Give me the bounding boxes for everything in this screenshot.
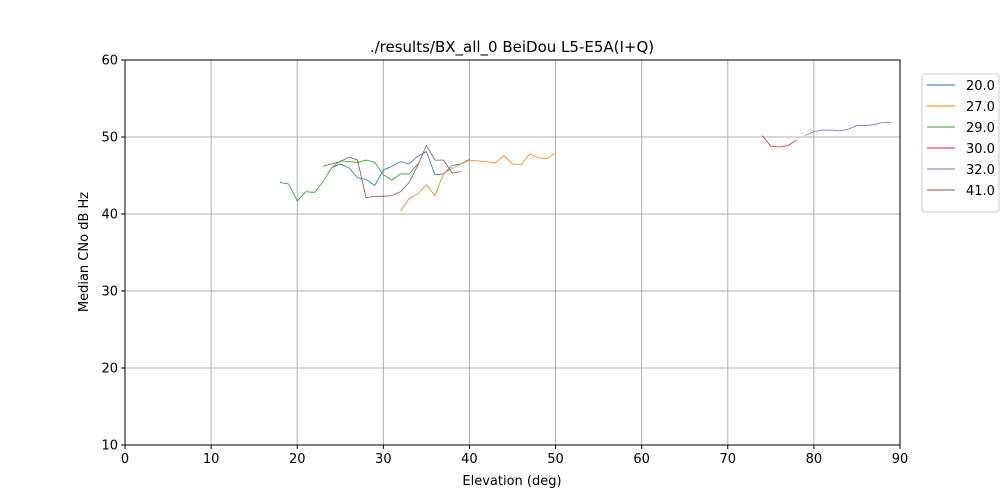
x-tick-label: 0 (121, 452, 129, 467)
y-tick-label: 50 (101, 131, 118, 146)
series-line-29.0 (279, 159, 419, 202)
chart-title: ./results/BX_all_0 BeiDou L5-E5A(I+Q) (370, 38, 654, 57)
y-tick-label: 20 (101, 362, 118, 377)
legend-label: 29.0 (966, 121, 995, 136)
legend-label: 32.0 (966, 163, 995, 178)
series-line-20.0 (331, 151, 470, 187)
y-tick-label: 10 (101, 439, 118, 454)
series-line-32.0 (805, 121, 892, 136)
x-tick-label: 80 (806, 452, 823, 467)
x-tick-label: 30 (375, 452, 392, 467)
series-line-27.0 (400, 152, 556, 212)
x-tick-label: 50 (547, 452, 564, 467)
legend-box (921, 73, 1000, 213)
legend-label: 20.0 (966, 79, 995, 94)
grid (124, 59, 901, 446)
x-tick-label: 60 (633, 452, 650, 467)
series-lines (279, 121, 892, 212)
y-tick-label: 40 (101, 208, 118, 223)
y-tick-label: 30 (101, 285, 118, 300)
series-line-41.0 (322, 144, 461, 199)
legend-label: 27.0 (966, 100, 995, 115)
legend-label: 41.0 (966, 184, 995, 199)
x-tick-label: 40 (461, 452, 478, 467)
x-tick-label: 90 (892, 452, 909, 467)
x-axis-label: Elevation (deg) (462, 474, 561, 489)
y-axis-label: Median CNo dB Hz (77, 192, 92, 312)
y-tick-label: 60 (101, 54, 118, 69)
legend: 20.0 27.0 29.0 30.0 32.0 41.0 (921, 73, 1000, 213)
plot-frame (124, 59, 901, 446)
series-line-30.0 (761, 135, 797, 148)
x-tick-label: 70 (720, 452, 737, 467)
x-tick-label: 20 (289, 452, 306, 467)
legend-label: 30.0 (966, 142, 995, 157)
x-tick-label: 10 (203, 452, 220, 467)
